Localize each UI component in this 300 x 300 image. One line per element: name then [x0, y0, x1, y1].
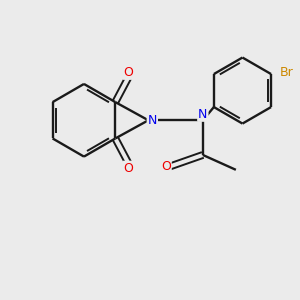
Text: N: N: [148, 114, 157, 127]
Text: Br: Br: [279, 66, 293, 79]
Text: O: O: [124, 162, 134, 175]
Text: O: O: [161, 160, 171, 173]
Text: N: N: [198, 108, 208, 121]
Text: O: O: [124, 66, 134, 79]
